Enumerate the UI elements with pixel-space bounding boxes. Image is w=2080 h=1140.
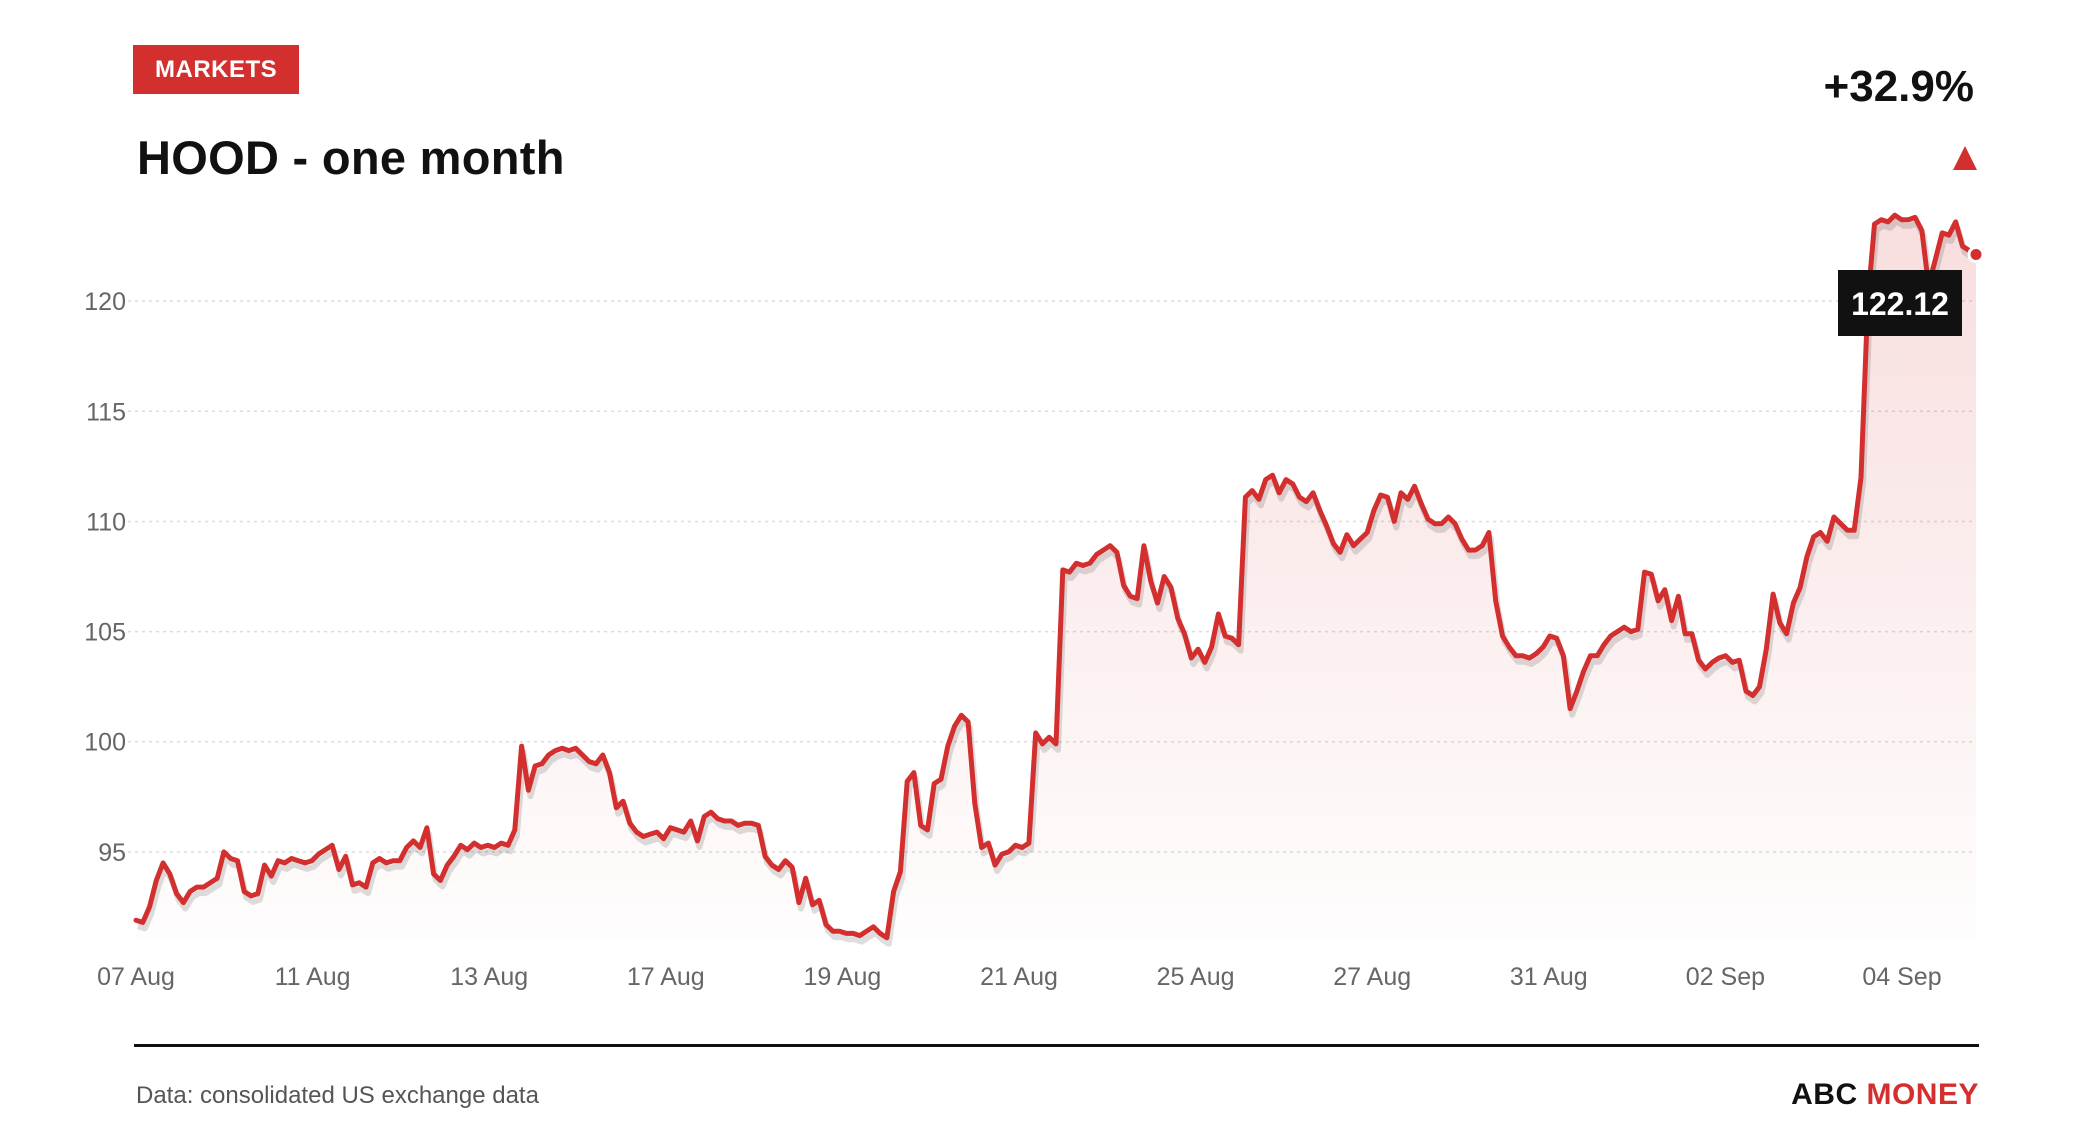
price-area bbox=[136, 215, 1976, 940]
y-tick-label: 115 bbox=[86, 398, 126, 426]
x-tick-label: 25 Aug bbox=[1157, 963, 1235, 991]
x-tick-label: 13 Aug bbox=[450, 963, 528, 991]
y-tick-label: 110 bbox=[86, 508, 126, 536]
x-tick-label: 19 Aug bbox=[803, 963, 881, 991]
y-tick-label: 120 bbox=[84, 288, 126, 316]
brand-name-part2: MONEY bbox=[1866, 1078, 1979, 1111]
x-axis: 07 Aug 11 Aug 13 Aug 17 Aug 19 Aug 21 Aug 25 A… bbox=[97, 963, 1942, 991]
y-tick-label: 100 bbox=[84, 729, 126, 757]
x-tick-label: 31 Aug bbox=[1510, 963, 1588, 991]
x-tick-label: 21 Aug bbox=[980, 963, 1058, 991]
x-tick-label: 02 Sep bbox=[1686, 963, 1765, 991]
last-price-label: 122.12 bbox=[1851, 286, 1949, 322]
x-tick-label: 11 Aug bbox=[275, 963, 351, 991]
last-price-tooltip: 122.12 bbox=[1838, 270, 1962, 336]
y-axis: 95 100 105 110 115 120 bbox=[84, 288, 126, 867]
chart-title: HOOD - one month bbox=[137, 131, 565, 184]
x-tick-label: 07 Aug bbox=[97, 963, 175, 991]
price-line bbox=[133, 212, 1979, 941]
y-tick-label: 95 bbox=[98, 839, 126, 867]
x-tick-label: 17 Aug bbox=[627, 963, 705, 991]
brand-logo: ABC MONEY bbox=[1791, 1078, 1979, 1112]
category-badge: MARKETS bbox=[133, 45, 300, 94]
x-tick-label: 04 Sep bbox=[1862, 963, 1941, 991]
tooltip-background bbox=[1838, 270, 1962, 336]
footer-divider bbox=[134, 1044, 1979, 1047]
last-price-marker bbox=[1967, 245, 1985, 263]
up-arrow-icon bbox=[1953, 146, 1977, 170]
data-source-note: Data: consolidated US exchange data bbox=[136, 1082, 539, 1109]
price-chart: 95 100 105 110 115 120 07 Aug 11 Aug 13 Aug 17 A… bbox=[84, 212, 1985, 991]
x-tick-label: 27 Aug bbox=[1333, 963, 1411, 991]
brand-name-part1: ABC bbox=[1791, 1078, 1858, 1111]
y-tick-label: 105 bbox=[84, 619, 126, 647]
percent-change: +32.9% bbox=[1823, 62, 1974, 111]
